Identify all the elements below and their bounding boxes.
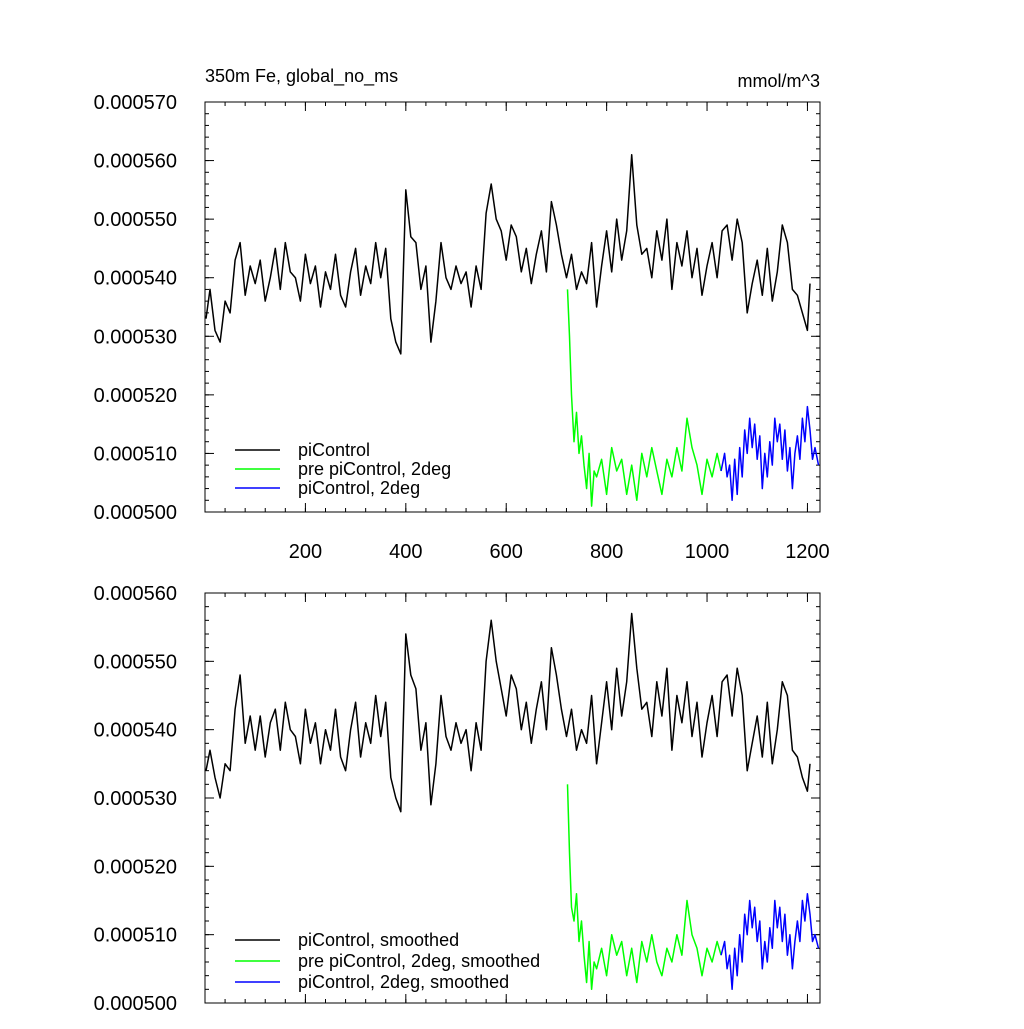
- y-tick-label: 0.000540: [94, 268, 177, 290]
- legend-label: piControl, smoothed: [298, 930, 459, 950]
- x-tick-label: 200: [289, 541, 322, 563]
- y-tick-label: 0.000500: [94, 993, 177, 1015]
- x-tick-label: 1200: [785, 541, 830, 563]
- x-tick-label: 600: [490, 541, 523, 563]
- top-panel: 0.000500 0.000510 0.000520 0.000530 0.000540…: [94, 66, 830, 563]
- legend-label: piControl, 2deg: [298, 478, 420, 498]
- y-tick-label: 0.000550: [94, 209, 177, 231]
- series-line-1: [566, 289, 722, 507]
- series-line-0: [205, 612, 811, 813]
- y-tick-label: 0.000510: [94, 443, 177, 465]
- y-tick-label: 0.000570: [94, 92, 177, 114]
- bottom-panel: 0.000500 0.000510 0.000520 0.000530 0.000540…: [94, 583, 821, 1015]
- y-tick-label: 0.000560: [94, 583, 177, 605]
- x-tick-label: 800: [590, 541, 623, 563]
- legend-label: piControl, 2deg, smoothed: [298, 972, 509, 992]
- y-tick-label: 0.000530: [94, 788, 177, 810]
- y-tick-label: 0.000520: [94, 385, 177, 407]
- series-line-0: [205, 153, 811, 355]
- y-tick-label: 0.000540: [94, 720, 177, 742]
- legend-label: pre piControl, 2deg: [298, 459, 451, 479]
- series-line-1: [566, 784, 722, 991]
- x-tick-label: 1000: [685, 541, 730, 563]
- plot-frame: [204, 101, 821, 513]
- series-line-2: [720, 405, 820, 502]
- y-tick-label: 0.000560: [94, 151, 177, 173]
- units-label: mmol/m^3: [738, 71, 820, 91]
- y-tick-label: 0.000500: [94, 502, 177, 524]
- legend-label: pre piControl, 2deg, smoothed: [298, 951, 540, 971]
- y-tick-label: 0.000530: [94, 326, 177, 348]
- y-tick-label: 0.000520: [94, 856, 177, 878]
- legend-label: piControl: [298, 440, 370, 460]
- x-tick-label: 400: [389, 541, 422, 563]
- chart-title: 350m Fe, global_no_ms: [205, 66, 398, 87]
- y-tick-label: 0.000550: [94, 651, 177, 673]
- series-line-2: [720, 892, 820, 991]
- y-tick-label: 0.000510: [94, 925, 177, 947]
